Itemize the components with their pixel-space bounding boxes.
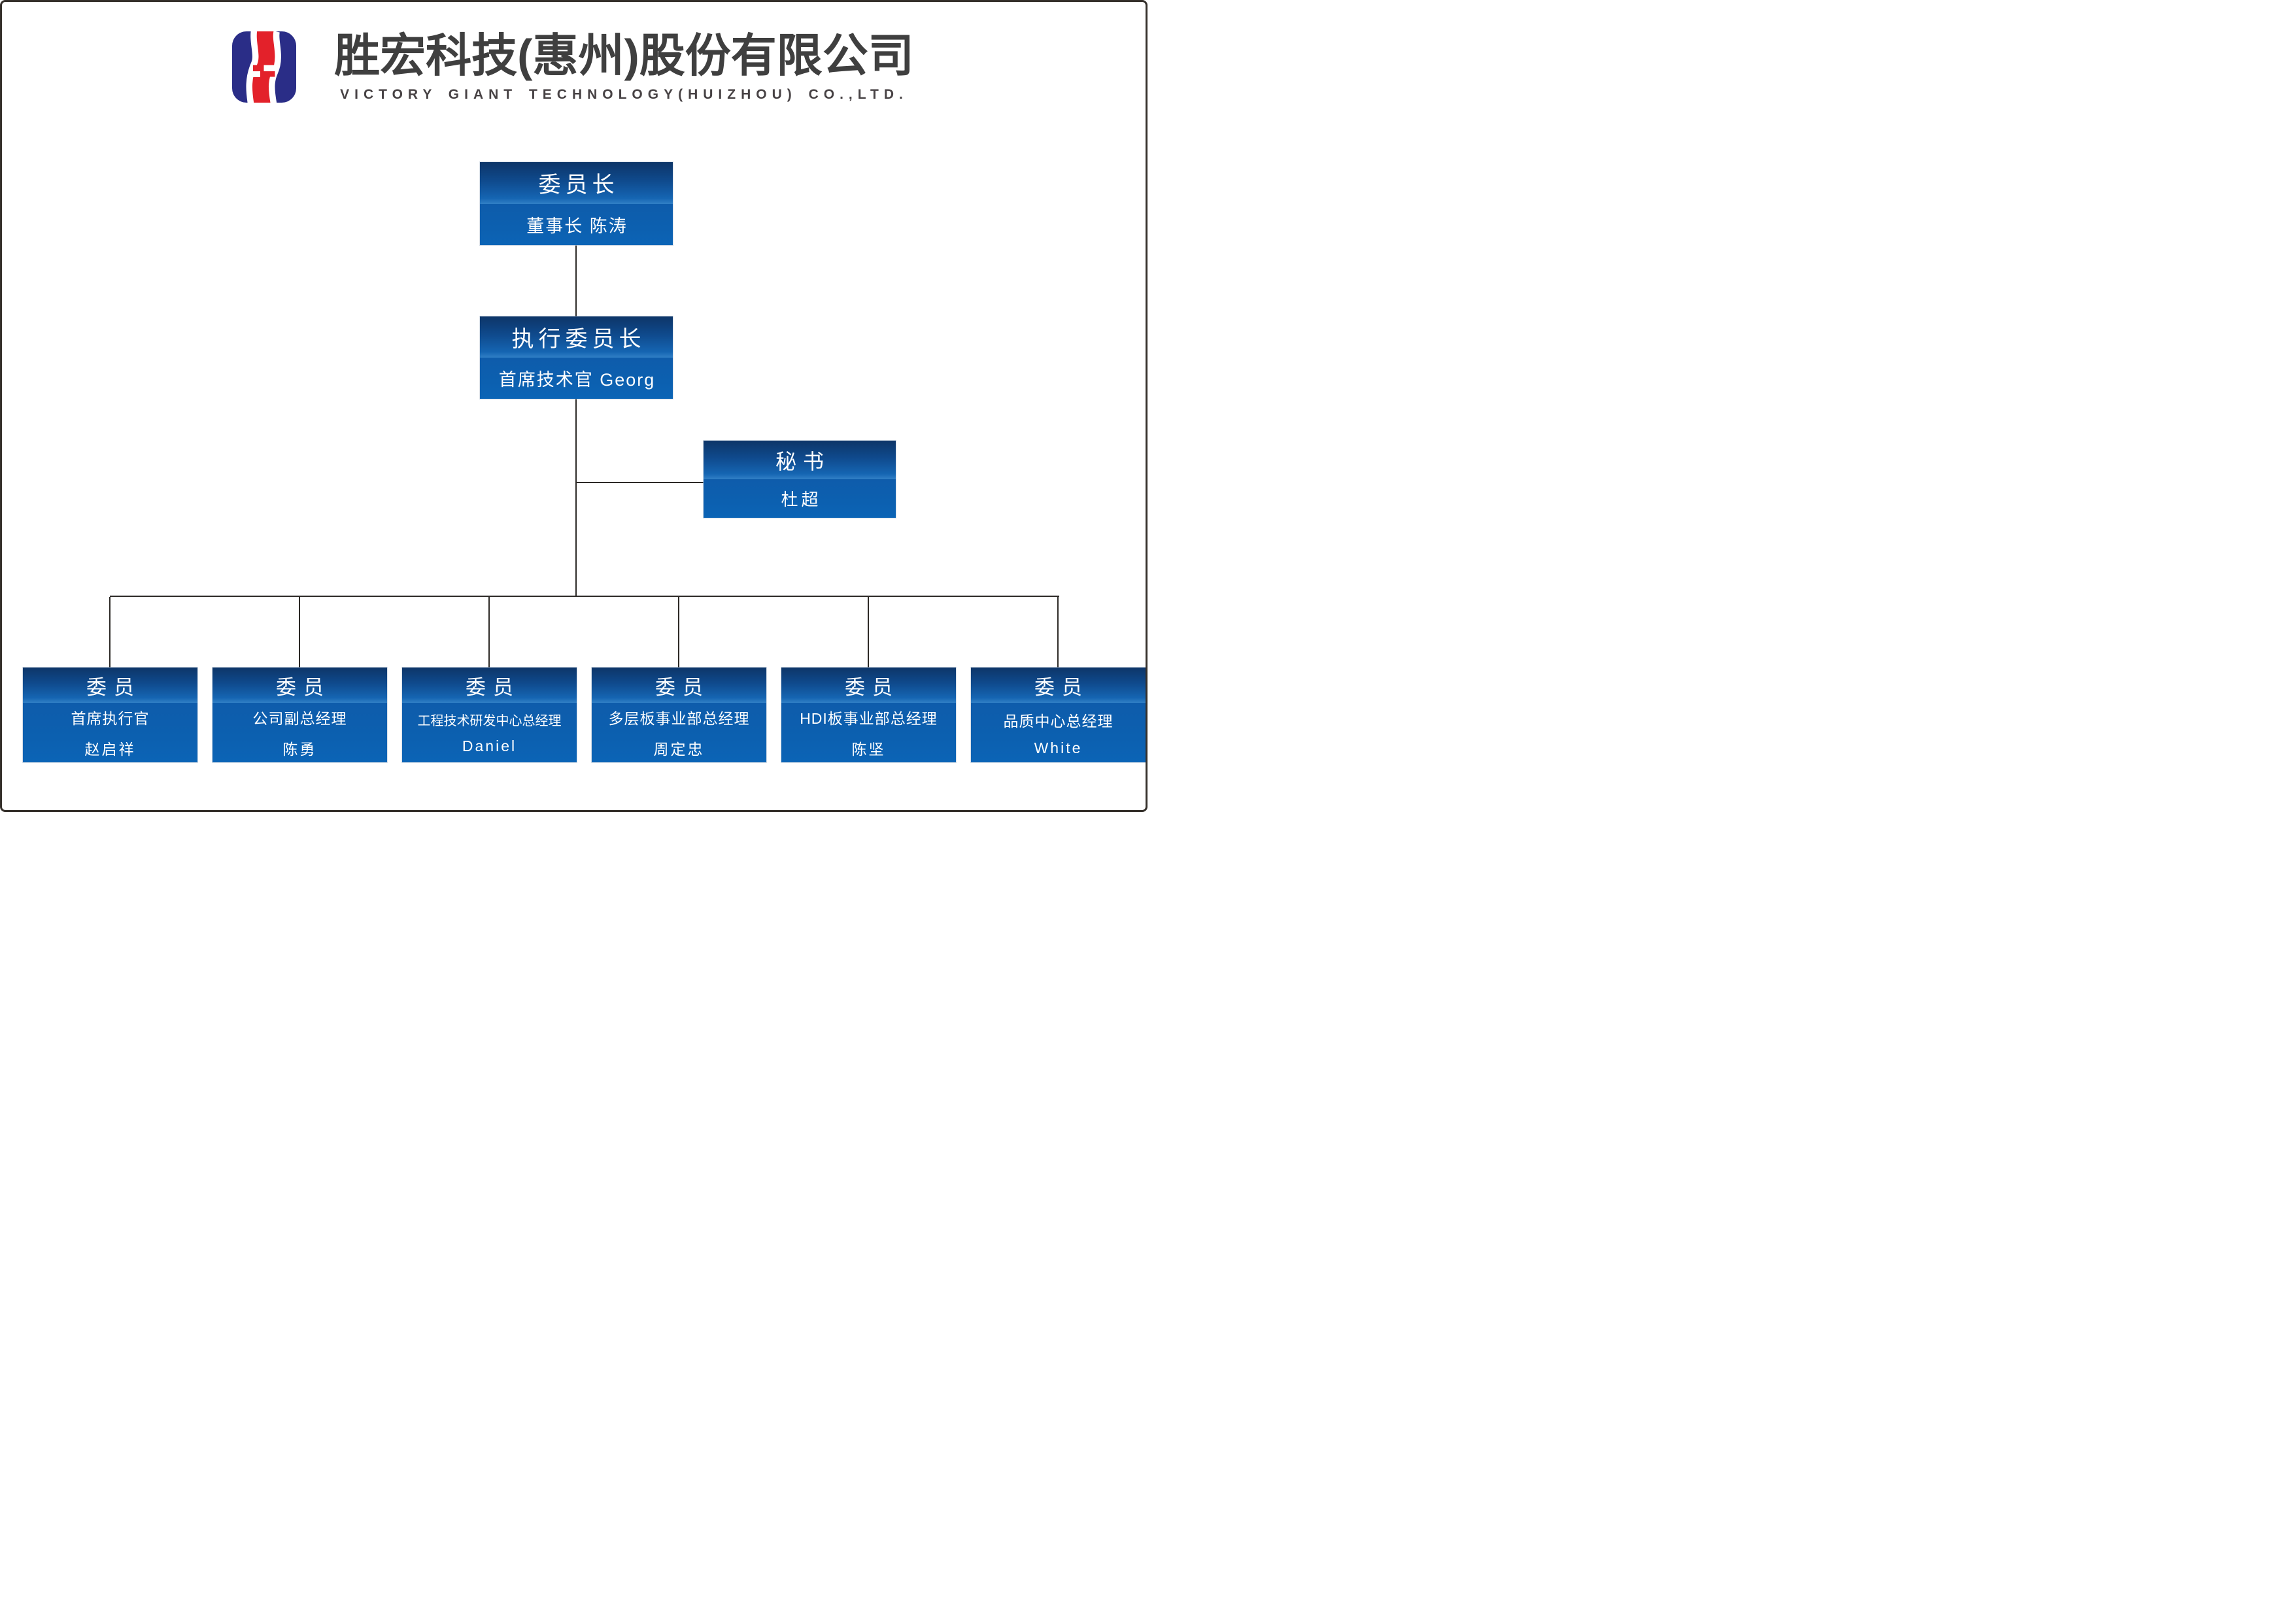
box-chairman-header: 委员长 bbox=[480, 162, 673, 204]
box-executive-chairman: 执行委员长 首席技术官 Georg bbox=[480, 316, 673, 399]
member-5-title: 委员 bbox=[845, 675, 900, 699]
member-6-title: 委员 bbox=[1034, 675, 1089, 699]
box-member-5-body: HDI板事业部总经理 陈坚 bbox=[781, 703, 956, 762]
box-member-6-header: 委员 bbox=[971, 668, 1146, 703]
member-1-name: 赵启祥 bbox=[84, 741, 136, 758]
member-6-role: 品质中心总经理 bbox=[1003, 712, 1114, 730]
box-secretary: 秘书 杜超 bbox=[704, 441, 896, 518]
box-secretary-body: 杜超 bbox=[704, 479, 896, 518]
member-1-title: 委员 bbox=[86, 675, 141, 699]
connector-drop-member-6 bbox=[1057, 597, 1059, 668]
company-name-en: VICTORY GIANT TECHNOLOGY(HUIZHOU) CO.,LT… bbox=[340, 86, 908, 102]
box-member-1-header: 委员 bbox=[23, 668, 197, 703]
member-2-name: 陈勇 bbox=[282, 741, 317, 758]
connector-drop-member-5 bbox=[868, 597, 869, 668]
box-member-1: 委员 首席执行官 赵启祥 bbox=[23, 668, 197, 762]
company-titles: 胜宏科技(惠州)股份有限公司 VICTORY GIANT TECHNOLOGY(… bbox=[318, 30, 930, 103]
company-name-zh: 胜宏科技(惠州)股份有限公司 bbox=[334, 30, 914, 81]
chairman-title: 委员长 bbox=[538, 173, 619, 198]
box-member-2-header: 委员 bbox=[212, 668, 387, 703]
box-member-5: 委员 HDI板事业部总经理 陈坚 bbox=[781, 668, 956, 762]
member-3-name: Daniel bbox=[462, 737, 517, 755]
box-member-4-header: 委员 bbox=[592, 668, 766, 703]
org-chart-page: 胜宏科技(惠州)股份有限公司 VICTORY GIANT TECHNOLOGY(… bbox=[0, 0, 1148, 812]
box-chairman-body: 董事长 陈涛 bbox=[480, 203, 673, 245]
box-member-6-body: 品质中心总经理 White bbox=[971, 703, 1146, 762]
box-executive-chairman-body: 首席技术官 Georg bbox=[480, 358, 673, 399]
connector-members-bus bbox=[110, 596, 1059, 597]
member-4-role: 多层板事业部总经理 bbox=[608, 710, 750, 728]
member-4-name: 周定忠 bbox=[653, 741, 705, 758]
member-5-name: 陈坚 bbox=[851, 741, 886, 758]
connector-secretary-branch bbox=[576, 482, 704, 483]
secretary-subtitle: 杜超 bbox=[781, 490, 822, 509]
box-secretary-header: 秘书 bbox=[704, 441, 896, 479]
box-member-5-header: 委员 bbox=[781, 668, 956, 703]
member-5-role: HDI板事业部总经理 bbox=[800, 710, 938, 728]
box-member-3-body: 工程技术研发中心总经理 Daniel bbox=[402, 703, 577, 762]
box-member-2-body: 公司副总经理 陈勇 bbox=[212, 703, 387, 762]
box-chairman: 委员长 董事长 陈涛 bbox=[480, 162, 673, 245]
company-logo-icon bbox=[232, 31, 296, 103]
box-member-3-header: 委员 bbox=[402, 668, 577, 703]
connector-exec-trunk bbox=[575, 399, 577, 597]
box-member-3: 委员 工程技术研发中心总经理 Daniel bbox=[402, 668, 577, 762]
box-member-4: 委员 多层板事业部总经理 周定忠 bbox=[592, 668, 766, 762]
box-executive-chairman-header: 执行委员长 bbox=[480, 316, 673, 358]
connector-drop-member-1 bbox=[109, 597, 110, 668]
member-2-title: 委员 bbox=[276, 675, 331, 699]
connector-chairman-exec bbox=[575, 245, 577, 316]
connector-drop-member-2 bbox=[299, 597, 300, 668]
box-member-2: 委员 公司副总经理 陈勇 bbox=[212, 668, 387, 762]
member-2-role: 公司副总经理 bbox=[252, 710, 347, 728]
member-4-title: 委员 bbox=[655, 675, 710, 699]
member-1-role: 首席执行官 bbox=[71, 710, 150, 728]
box-member-1-body: 首席执行官 赵启祥 bbox=[23, 703, 197, 762]
box-member-4-body: 多层板事业部总经理 周定忠 bbox=[592, 703, 766, 762]
executive-chairman-subtitle: 首席技术官 Georg bbox=[498, 370, 656, 390]
secretary-title: 秘书 bbox=[775, 449, 830, 473]
member-6-name: White bbox=[1034, 739, 1083, 756]
member-3-role: 工程技术研发中心总经理 bbox=[417, 714, 562, 729]
executive-chairman-title: 执行委员长 bbox=[511, 327, 646, 352]
chairman-subtitle: 董事长 陈涛 bbox=[526, 216, 628, 236]
connector-drop-member-4 bbox=[678, 597, 679, 668]
box-member-6: 委员 品质中心总经理 White bbox=[971, 668, 1146, 762]
connector-drop-member-3 bbox=[488, 597, 490, 668]
member-3-title: 委员 bbox=[466, 675, 520, 699]
